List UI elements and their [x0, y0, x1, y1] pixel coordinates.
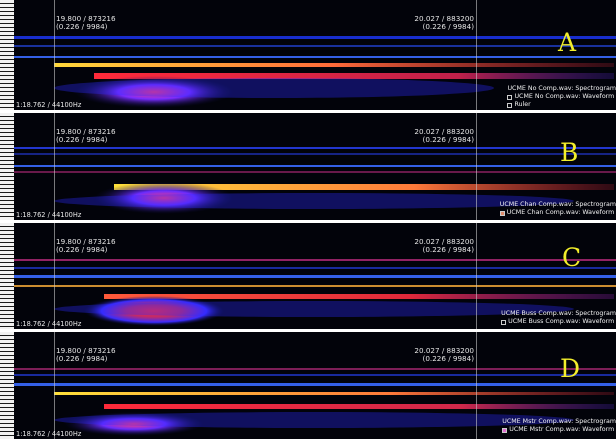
panel-letter: D — [560, 354, 581, 383]
spectrogram-view[interactable] — [14, 113, 616, 220]
spectrogram-panel-c[interactable]: 19.800 / 873216 (0.226 / 9984) 20.027 / … — [0, 223, 616, 329]
cursor-readout-right: 20.027 / 883200 (0.226 / 9984) — [414, 127, 474, 144]
spectrogram-panel-b[interactable]: 19.800 / 873216 (0.226 / 9984) 20.027 / … — [0, 113, 616, 220]
legend-item[interactable]: Ruler — [507, 101, 616, 109]
cursor-line-left[interactable] — [54, 223, 55, 329]
legend-item[interactable]: UCME Mstr Comp.wav: Waveform — [502, 426, 616, 434]
checkbox-icon[interactable] — [507, 94, 513, 100]
cursor-line-right[interactable] — [476, 332, 477, 439]
panel-separator[interactable] — [0, 110, 616, 113]
cursor-line-left[interactable] — [54, 332, 55, 439]
panel-separator[interactable] — [0, 329, 616, 332]
layer-legend: UCME Chan Comp.wav: Spectrogram UCME Cha… — [499, 201, 616, 217]
vertical-ruler[interactable] — [0, 223, 15, 329]
checkbox-icon[interactable] — [501, 319, 507, 325]
vertical-ruler[interactable] — [0, 113, 15, 220]
sample-rate-readout: 1:18.762 / 44100Hz — [16, 101, 82, 109]
cursor-readout-left: 19.800 / 873216 (0.226 / 9984) — [56, 14, 116, 31]
vertical-ruler[interactable] — [0, 0, 15, 110]
spectrogram-view[interactable] — [14, 332, 616, 439]
legend-item[interactable]: UCME Buss Comp.wav: Waveform — [501, 318, 616, 326]
panel-letter: A — [558, 28, 577, 57]
spectrogram-panel-a[interactable]: 19.800 / 873216 (0.226 / 9984) 20.027 / … — [0, 0, 616, 110]
cursor-readout-right: 20.027 / 883200 (0.226 / 9984) — [414, 14, 474, 31]
spectrogram-view[interactable] — [14, 223, 616, 329]
cursor-line-right[interactable] — [476, 223, 477, 329]
layer-legend: UCME No Comp.wav: Spectrogram UCME No Co… — [507, 85, 616, 109]
legend-item[interactable]: UCME Mstr Comp.wav: Spectrogram — [502, 418, 616, 425]
legend-item[interactable]: UCME Buss Comp.wav: Spectrogram — [501, 310, 616, 317]
cursor-line-left[interactable] — [54, 113, 55, 220]
cursor-readout-left: 19.800 / 873216 (0.226 / 9984) — [56, 237, 116, 254]
panel-separator[interactable] — [0, 220, 616, 223]
layer-legend: UCME Mstr Comp.wav: Spectrogram UCME Mst… — [502, 418, 616, 434]
cursor-line-right[interactable] — [476, 0, 477, 110]
checkbox-icon[interactable] — [499, 210, 505, 216]
cursor-line-right[interactable] — [476, 113, 477, 220]
legend-item[interactable]: UCME No Comp.wav: Spectrogram — [507, 85, 616, 92]
cursor-line-left[interactable] — [54, 0, 55, 110]
layer-legend: UCME Buss Comp.wav: Spectrogram UCME Bus… — [501, 310, 616, 326]
legend-item[interactable]: UCME No Comp.wav: Waveform — [507, 93, 616, 101]
sample-rate-readout: 1:18.762 / 44100Hz — [16, 430, 82, 438]
spectrogram-panel-d[interactable]: 19.800 / 873216 (0.226 / 9984) 20.027 / … — [0, 332, 616, 439]
legend-item[interactable]: UCME Chan Comp.wav: Waveform — [499, 209, 616, 217]
sample-rate-readout: 1:18.762 / 44100Hz — [16, 320, 82, 328]
cursor-readout-right: 20.027 / 883200 (0.226 / 9984) — [414, 237, 474, 254]
legend-item[interactable]: UCME Chan Comp.wav: Spectrogram — [499, 201, 616, 208]
panel-letter: C — [562, 243, 582, 272]
cursor-readout-left: 19.800 / 873216 (0.226 / 9984) — [56, 127, 116, 144]
cursor-readout-left: 19.800 / 873216 (0.226 / 9984) — [56, 346, 116, 363]
vertical-ruler[interactable] — [0, 332, 15, 439]
spectrogram-view[interactable] — [14, 0, 616, 110]
cursor-readout-right: 20.027 / 883200 (0.226 / 9984) — [414, 346, 474, 363]
checkbox-icon[interactable] — [502, 427, 508, 433]
panel-letter: B — [560, 138, 579, 167]
sample-rate-readout: 1:18.762 / 44100Hz — [16, 211, 82, 219]
checkbox-icon[interactable] — [507, 102, 513, 108]
